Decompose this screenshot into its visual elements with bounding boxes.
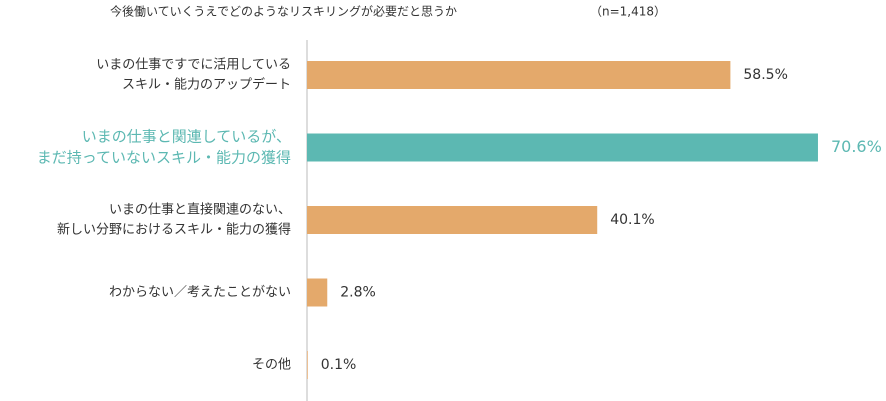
category-label: その他 [252,358,291,373]
bar [307,278,328,307]
value-label: 70.6% [831,137,882,156]
category-label: わからない／考えたことがない [109,285,291,300]
chart-subtitle: （n=1,418） [590,5,666,19]
value-label: 0.1% [321,357,357,373]
bar [307,61,731,89]
value-label: 40.1% [610,212,654,228]
category-label: 新しい分野におけるスキル・能力の獲得 [57,222,291,238]
bar [307,133,818,162]
chart-title: 今後働いていくうえでどのようなリスキリングが必要だと思うか [110,4,457,19]
category-label: まだ持っていないスキル・能力の獲得 [37,149,291,167]
category-label: スキル・能力のアップデート [122,77,291,93]
category-label: いまの仕事と関連しているが、 [82,128,291,146]
value-label: 58.5% [743,67,787,83]
bar [307,351,308,379]
bar [307,206,598,234]
value-label: 2.8% [340,285,376,301]
category-label: いまの仕事と直接関連のない、 [109,202,291,218]
category-label: いまの仕事ですでに活用している [96,58,291,73]
